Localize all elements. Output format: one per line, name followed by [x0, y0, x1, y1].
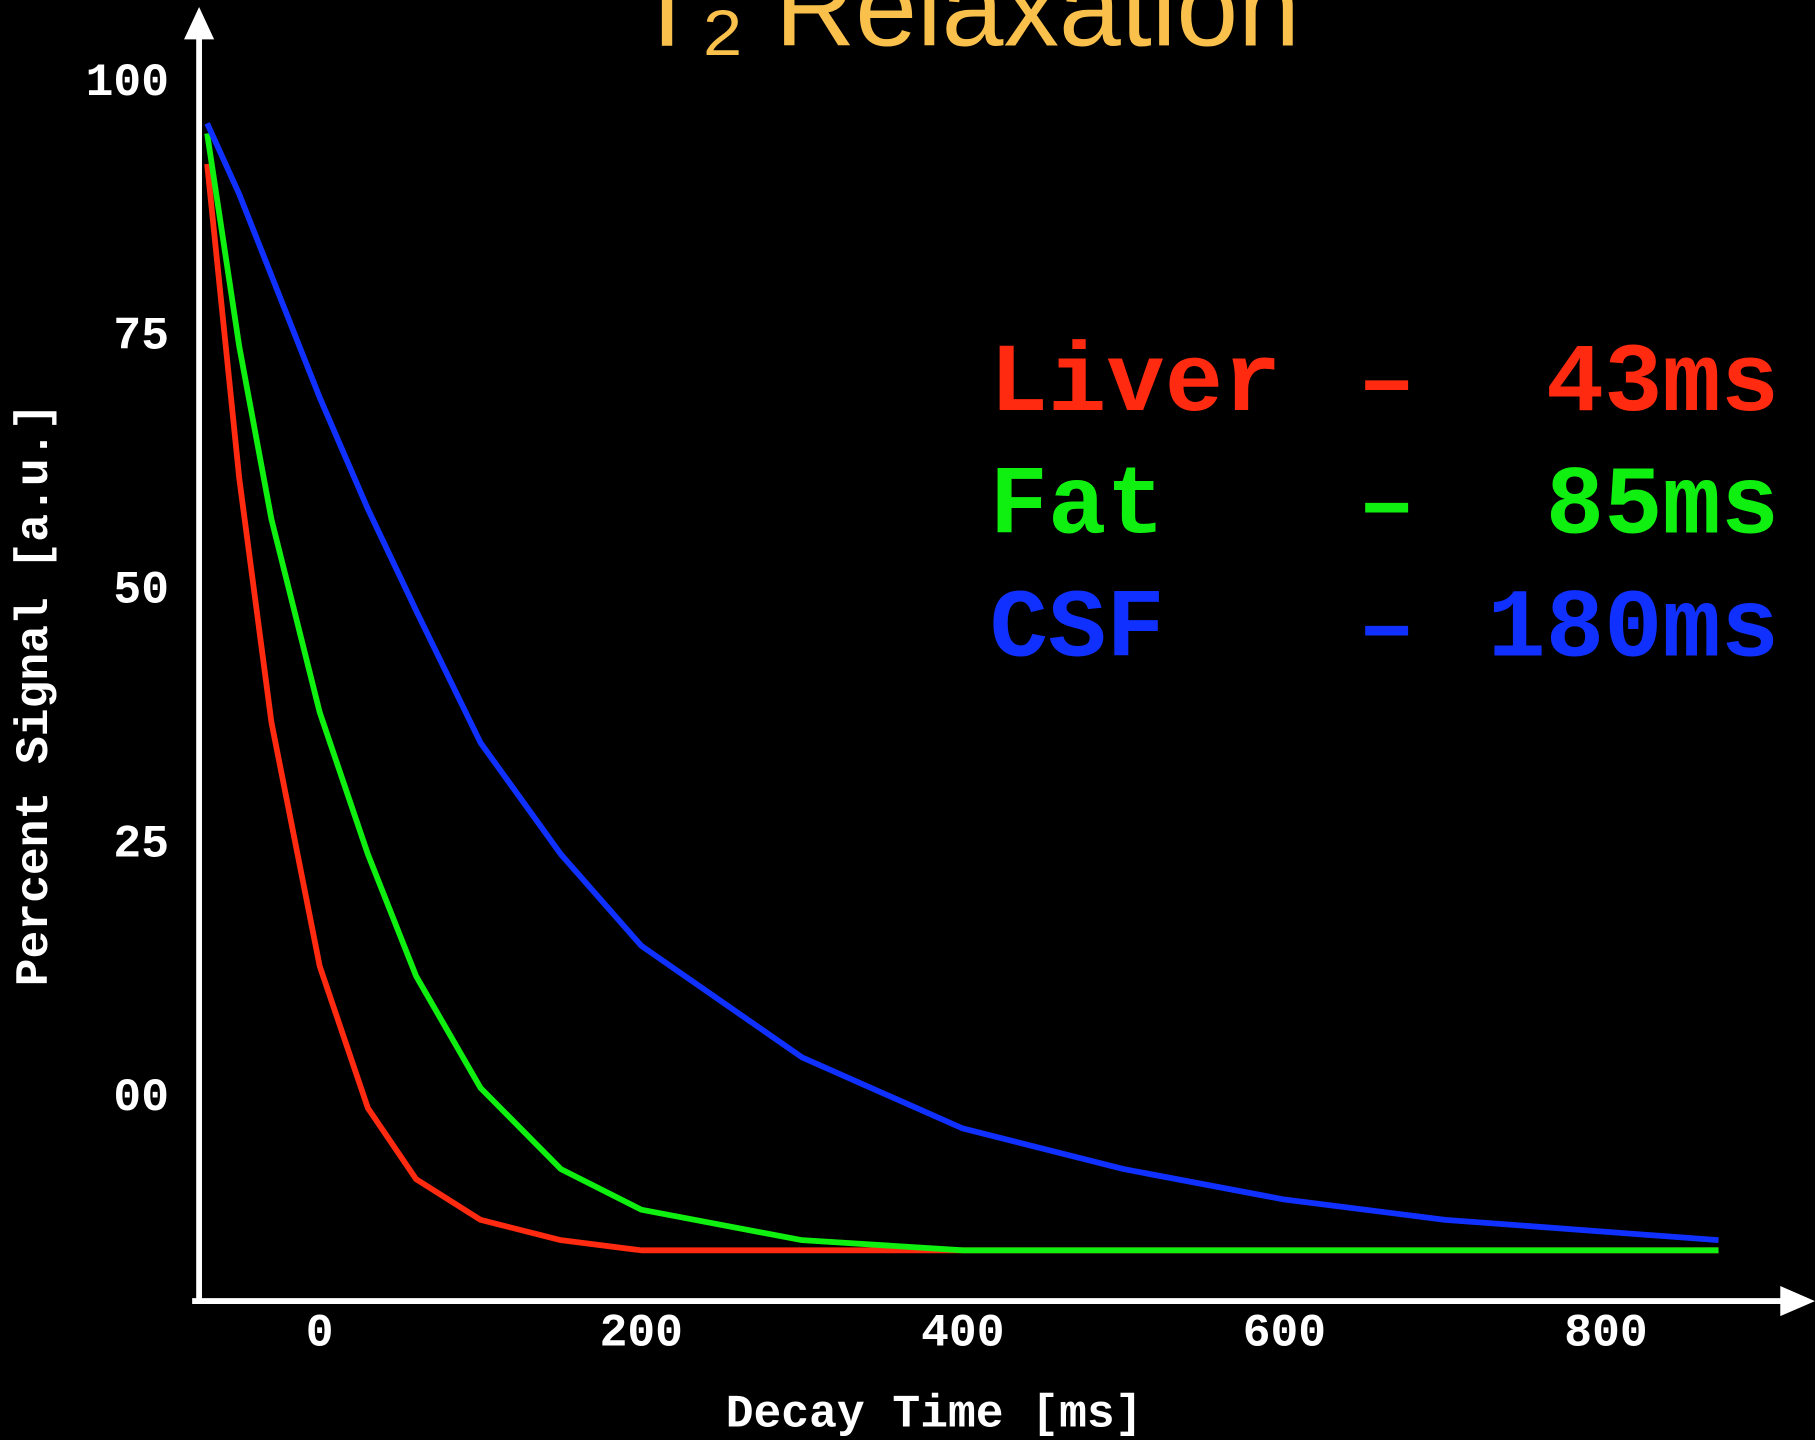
y-tick-label: 100: [86, 56, 169, 109]
legend-value: 43ms: [1546, 330, 1779, 440]
x-tick-label: 200: [600, 1307, 683, 1360]
legend-name: Fat: [990, 453, 1165, 563]
x-axis-label: Decay Time [ms]: [726, 1388, 1143, 1440]
x-tick-label: 600: [1243, 1307, 1326, 1360]
x-tick-label: 800: [1564, 1307, 1647, 1360]
y-axis-arrow: [184, 6, 215, 40]
legend-separator: –: [1358, 575, 1416, 685]
y-tick-label: 50: [113, 564, 169, 617]
chart-title: T₂ Relaxation: [633, 0, 1300, 70]
y-tick-label: 00: [113, 1071, 169, 1124]
x-tick-label: 400: [921, 1307, 1004, 1360]
legend-separator: –: [1358, 330, 1416, 440]
series-line: [204, 122, 1719, 1244]
legend-value: 85ms: [1546, 453, 1779, 563]
series-line: [204, 133, 1719, 1254]
legend-value: 180ms: [1487, 575, 1779, 685]
x-tick-label: 0: [306, 1307, 334, 1360]
y-tick-label: 25: [113, 817, 169, 870]
y-axis-label: Percent Signal [a.u.]: [8, 403, 61, 986]
x-axis-arrow: [1780, 1286, 1815, 1317]
legend-name: Liver: [990, 330, 1282, 440]
legend-separator: –: [1358, 453, 1416, 563]
y-tick-label: 75: [113, 310, 169, 363]
legend-name: CSF: [990, 575, 1165, 685]
